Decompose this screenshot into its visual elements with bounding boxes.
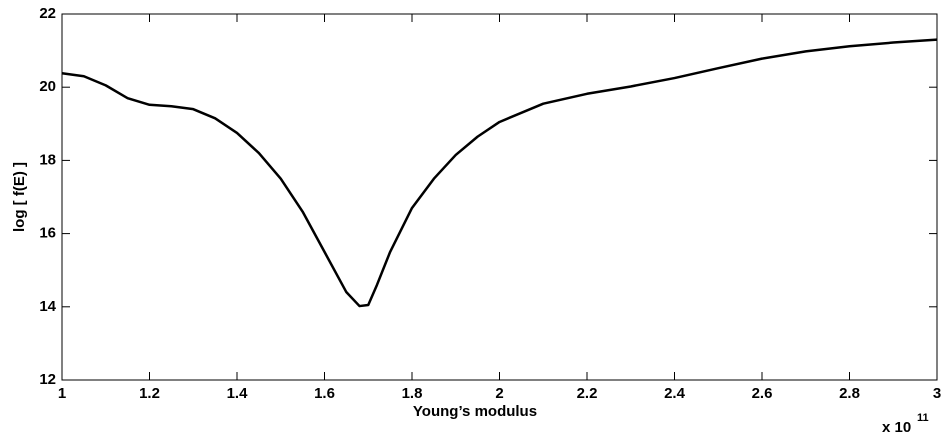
x-tick-label: 2.8 (839, 385, 860, 402)
x-tick-label: 1.6 (314, 385, 335, 402)
x-multiplier-base: x 10 (882, 419, 911, 436)
x-tick-label: 2.4 (664, 385, 686, 402)
x-tick-label: 2.2 (577, 385, 598, 402)
y-tick-label: 16 (39, 225, 56, 242)
plot-box (61, 13, 938, 381)
x-multiplier-exponent: 11 (917, 412, 929, 424)
x-tick-label: 1.2 (139, 385, 160, 402)
x-tick-label: 1.4 (227, 385, 249, 402)
x-tick-label: 2.6 (752, 385, 773, 402)
x-tick-label: 3 (933, 385, 941, 402)
x-tick-label: 1 (58, 385, 66, 402)
y-axis-label: log [ f(E) ] (11, 162, 28, 232)
x-axis-label: Young’s modulus (413, 403, 537, 420)
y-tick-label: 22 (39, 5, 56, 22)
x-tick-label: 2 (495, 385, 503, 402)
y-tick-label: 14 (39, 298, 56, 315)
x-tick-label: 1.8 (402, 385, 423, 402)
y-tick-label: 12 (39, 371, 56, 388)
y-tick-label: 18 (39, 151, 56, 168)
y-tick-label: 20 (39, 78, 56, 95)
line-series (61, 38, 938, 308)
